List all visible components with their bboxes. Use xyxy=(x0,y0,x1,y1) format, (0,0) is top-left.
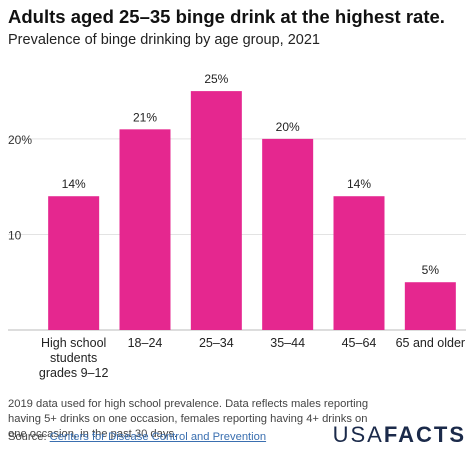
logo-usa-text: USA xyxy=(332,422,384,447)
usafacts-logo: USAFACTS xyxy=(333,422,466,448)
bar xyxy=(333,196,385,330)
source-link[interactable]: Centers for Disease Control and Preventi… xyxy=(49,431,267,443)
x-tick-label: grades 9–12 xyxy=(39,366,109,380)
source-prefix: Source: xyxy=(8,431,50,443)
source-line: Source: Centers for Disease Control and … xyxy=(8,431,266,443)
chart-title: Adults aged 25–35 binge drink at the hig… xyxy=(8,6,445,27)
data-label: 14% xyxy=(62,177,86,191)
data-labels: 14% 21% 25% 20% 14% 5% xyxy=(62,72,440,277)
data-label: 20% xyxy=(276,120,300,134)
bar xyxy=(262,138,314,330)
x-tick-label: 35–44 xyxy=(270,336,305,350)
y-axis-ticks: 10 20% xyxy=(8,133,32,243)
x-tick-label: High school xyxy=(41,336,106,350)
chart-footnote: 2019 data used for high school prevalenc… xyxy=(8,398,369,440)
x-tick-label: students xyxy=(50,351,97,365)
bar xyxy=(48,196,100,330)
x-tick-label: 18–24 xyxy=(128,336,163,350)
y-tick-label: 10 xyxy=(8,228,22,242)
bar xyxy=(190,91,242,330)
data-label: 14% xyxy=(347,177,371,191)
bars xyxy=(48,91,456,330)
x-tick-label: 45–64 xyxy=(342,336,377,350)
logo-facts-text: FACTS xyxy=(383,422,466,447)
data-label: 21% xyxy=(133,110,157,124)
x-tick-label: 25–34 xyxy=(199,336,234,350)
data-label: 25% xyxy=(204,72,228,86)
bar xyxy=(404,282,456,330)
chart-subtitle: Prevalence of binge drinking by age grou… xyxy=(8,32,320,48)
y-tick-label: 20% xyxy=(8,133,32,147)
data-label: 5% xyxy=(422,263,440,277)
bar xyxy=(119,129,171,330)
x-tick-label: 65 and older xyxy=(396,336,466,350)
